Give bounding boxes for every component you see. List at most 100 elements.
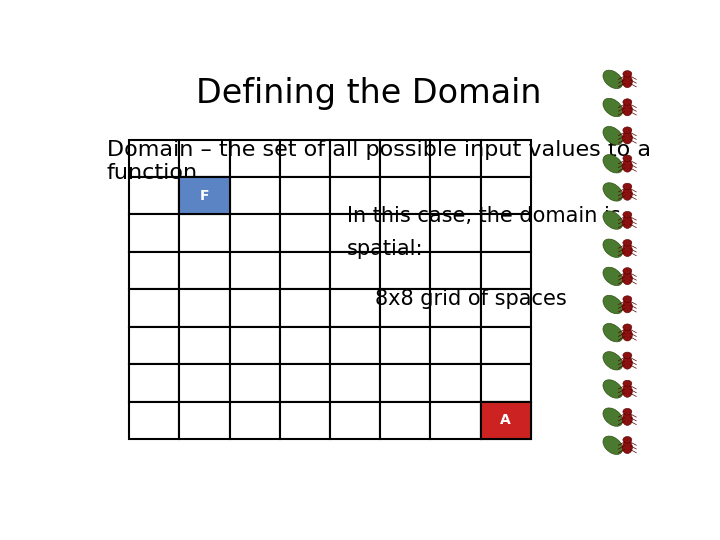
Bar <box>330 364 380 402</box>
Ellipse shape <box>622 75 632 87</box>
Circle shape <box>623 155 632 161</box>
Ellipse shape <box>603 70 623 89</box>
Text: A: A <box>500 413 511 427</box>
Ellipse shape <box>603 295 623 314</box>
Bar <box>230 364 279 402</box>
Bar <box>179 214 230 252</box>
Bar <box>431 289 481 327</box>
Ellipse shape <box>622 272 632 285</box>
Bar <box>230 402 279 439</box>
Circle shape <box>623 240 632 246</box>
Bar <box>481 140 531 177</box>
Bar <box>481 327 531 364</box>
Bar <box>129 364 179 402</box>
Circle shape <box>623 127 632 133</box>
Circle shape <box>623 408 632 415</box>
Bar <box>230 177 279 214</box>
Bar <box>481 364 531 402</box>
Bar <box>481 252 531 289</box>
Ellipse shape <box>622 244 632 256</box>
Bar <box>230 140 279 177</box>
Bar <box>481 214 531 252</box>
Bar <box>330 289 380 327</box>
Bar <box>280 289 330 327</box>
Bar <box>179 364 230 402</box>
Bar <box>129 289 179 327</box>
Ellipse shape <box>603 352 623 370</box>
Bar <box>280 214 330 252</box>
Bar <box>330 177 380 214</box>
Bar <box>380 252 431 289</box>
Bar <box>380 364 431 402</box>
Bar <box>129 140 179 177</box>
Bar <box>280 140 330 177</box>
Text: F: F <box>199 189 209 203</box>
Ellipse shape <box>603 126 623 145</box>
Ellipse shape <box>603 154 623 173</box>
Bar <box>380 214 431 252</box>
Bar <box>179 327 230 364</box>
Bar <box>431 402 481 439</box>
Circle shape <box>623 268 632 274</box>
Ellipse shape <box>603 211 623 230</box>
Bar <box>129 402 179 439</box>
Ellipse shape <box>622 131 632 144</box>
Ellipse shape <box>603 267 623 286</box>
Bar <box>129 177 179 214</box>
Circle shape <box>623 436 632 443</box>
Circle shape <box>623 183 632 190</box>
Bar <box>481 402 531 439</box>
Bar <box>179 177 230 214</box>
Bar <box>280 252 330 289</box>
Text: Domain – the set of all possible input values to a
function.: Domain – the set of all possible input v… <box>107 140 651 183</box>
Bar <box>230 327 279 364</box>
Ellipse shape <box>603 408 623 426</box>
Bar <box>431 252 481 289</box>
Ellipse shape <box>603 380 623 398</box>
Text: In this case, the domain is: In this case, the domain is <box>347 206 621 226</box>
Ellipse shape <box>622 103 632 116</box>
Bar <box>179 252 230 289</box>
Bar <box>179 402 230 439</box>
Circle shape <box>623 380 632 387</box>
Bar <box>431 177 481 214</box>
Bar <box>481 177 531 214</box>
Bar <box>179 177 230 214</box>
Bar <box>431 140 481 177</box>
Ellipse shape <box>603 323 623 342</box>
Circle shape <box>623 99 632 105</box>
Text: Defining the Domain: Defining the Domain <box>197 77 541 110</box>
Bar <box>280 402 330 439</box>
Bar <box>129 214 179 252</box>
Ellipse shape <box>603 183 623 201</box>
Bar <box>330 214 380 252</box>
Ellipse shape <box>622 300 632 313</box>
Bar <box>280 364 330 402</box>
Circle shape <box>623 71 632 77</box>
Bar <box>380 327 431 364</box>
Bar <box>129 252 179 289</box>
Ellipse shape <box>622 413 632 426</box>
Ellipse shape <box>622 385 632 397</box>
Bar <box>330 327 380 364</box>
Bar <box>431 214 481 252</box>
Bar <box>230 252 279 289</box>
Bar <box>230 289 279 327</box>
Bar <box>330 402 380 439</box>
Ellipse shape <box>603 98 623 117</box>
Bar <box>330 252 380 289</box>
Bar <box>230 214 279 252</box>
Bar <box>280 327 330 364</box>
Bar <box>380 289 431 327</box>
Bar <box>481 289 531 327</box>
Ellipse shape <box>603 436 623 455</box>
Ellipse shape <box>622 216 632 228</box>
Bar <box>179 140 230 177</box>
Bar <box>179 289 230 327</box>
Text: spatial:: spatial: <box>347 239 423 259</box>
Circle shape <box>623 296 632 302</box>
Bar <box>431 364 481 402</box>
Ellipse shape <box>622 160 632 172</box>
Ellipse shape <box>622 441 632 454</box>
Text: 8x8 grid of spaces: 8x8 grid of spaces <box>374 289 567 309</box>
